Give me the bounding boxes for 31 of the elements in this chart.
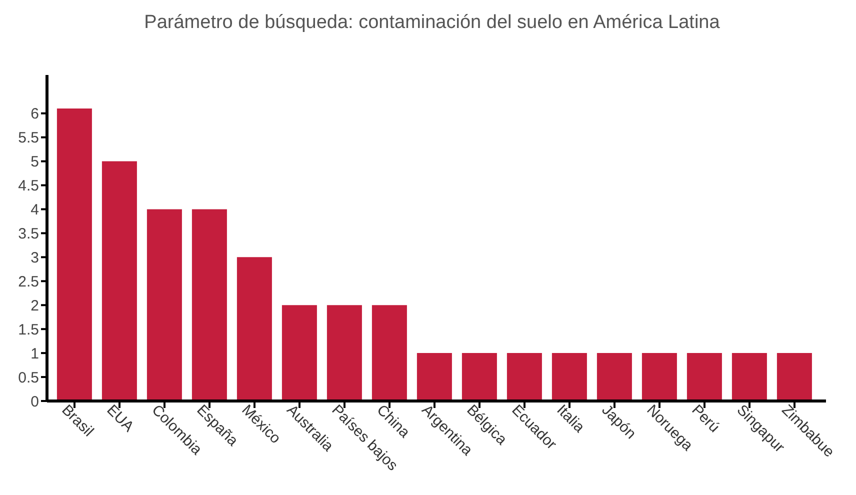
bar: [732, 353, 767, 401]
bar: [236, 257, 272, 401]
y-tick-label: 3: [30, 250, 39, 266]
bar: [462, 353, 497, 401]
bar: [146, 209, 182, 401]
y-tick-label: 0.5: [18, 369, 39, 386]
y-tick-label: 5.5: [18, 130, 39, 147]
bar: [372, 305, 407, 401]
bar: [282, 305, 317, 401]
y-tick-label: 1.5: [18, 321, 39, 338]
bar: [552, 353, 587, 401]
bar: [686, 353, 722, 401]
bar: [596, 353, 632, 401]
bar: [642, 353, 677, 401]
chart-title: Parámetro de búsqueda: contaminación del suelo en América Latina: [143, 12, 721, 34]
bar: [192, 209, 227, 401]
y-tick-label: 5: [30, 154, 39, 171]
y-tick-label: 3.5: [18, 226, 39, 243]
bar: [56, 108, 92, 401]
bar: [326, 305, 362, 401]
y-tick-label: 6: [30, 106, 39, 123]
bar: [416, 353, 452, 401]
bar: [506, 353, 542, 401]
bar: [102, 161, 137, 401]
y-tick-label: 2: [30, 297, 39, 314]
y-tick-label: 0: [30, 393, 39, 410]
y-tick-label: 4.5: [18, 178, 39, 195]
y-tick-label: 1: [30, 345, 39, 362]
bar: [776, 353, 812, 401]
y-tick-label: 2.5: [18, 273, 39, 290]
y-tick-label: 4: [30, 202, 39, 219]
